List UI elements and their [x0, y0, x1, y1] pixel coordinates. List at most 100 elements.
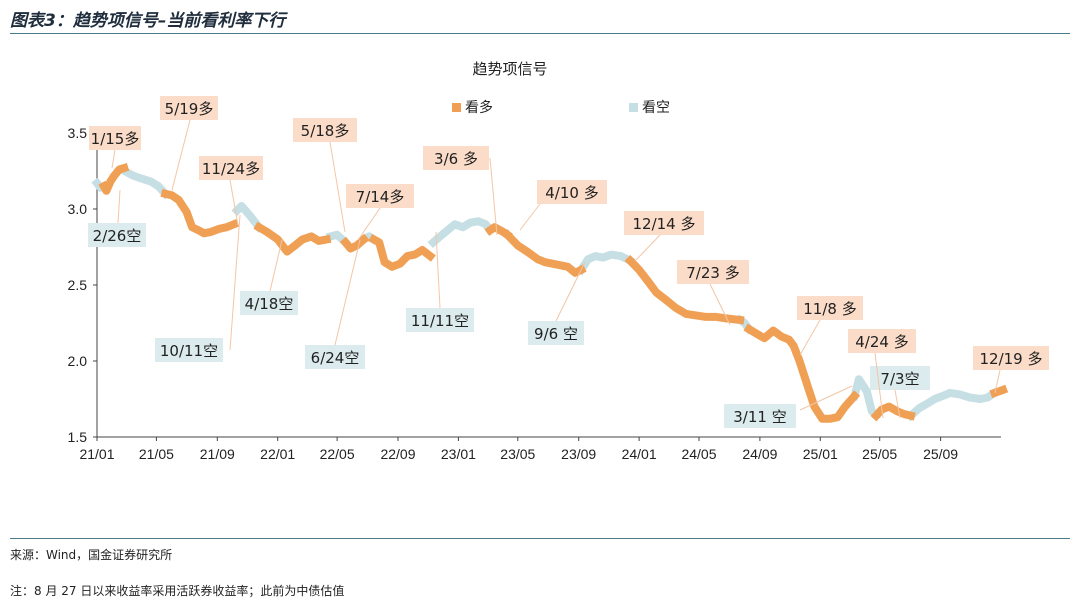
annotation-leader [117, 189, 121, 224]
x-tick-label: 23/05 [500, 446, 535, 462]
x-tick-label: 24/09 [742, 446, 777, 462]
series-line [231, 202, 265, 233]
annotation-label: 9/6 空 [534, 325, 578, 343]
annotation-leader [555, 261, 586, 322]
legend-swatch [629, 103, 638, 112]
annotation-box [160, 96, 218, 120]
series-line [743, 323, 861, 423]
series-bull [98, 163, 1009, 423]
x-tick-label: 23/01 [441, 446, 476, 462]
x-tick-label: 21/09 [200, 446, 235, 462]
annotation: 10/11空 [155, 338, 223, 362]
legend-label: 看多 [465, 99, 493, 116]
series-line [253, 221, 332, 256]
series-line [339, 233, 370, 253]
annotation: 4/24 多 [848, 329, 916, 353]
x-tick-label: 25/01 [803, 446, 838, 462]
series-line [98, 163, 130, 195]
series-line [368, 233, 436, 271]
annotation-box [423, 146, 489, 170]
annotation-box [293, 118, 357, 142]
x-tick-label: 21/05 [139, 446, 174, 462]
series-line [427, 217, 496, 249]
series-line [501, 229, 587, 277]
annotation-label: 11/11空 [411, 312, 469, 330]
annotation-label: 12/14 多 [633, 215, 696, 233]
annotation-box [624, 211, 704, 235]
annotation-label: 4/10 多 [545, 184, 598, 202]
chart-title: 趋势项信号 [472, 60, 547, 78]
annotation-box [305, 345, 365, 369]
annotation-leader [994, 369, 1001, 394]
annotation-box [677, 260, 749, 284]
annotation-box [346, 184, 414, 208]
y-tick-label: 3.5 [68, 125, 88, 141]
annotation-leader [894, 389, 901, 419]
annotation-leader [799, 385, 853, 411]
annotation-leader [171, 119, 191, 191]
x-tick-label: 25/09 [923, 446, 958, 462]
y-tick-label: 3.0 [68, 201, 88, 217]
x-tick-label: 22/09 [380, 446, 415, 462]
annotation-leader [269, 239, 283, 292]
series-line [160, 189, 240, 238]
annotation: 6/24空 [305, 345, 365, 369]
series-line [905, 387, 1001, 422]
annotation: 11/24多 [199, 156, 263, 180]
annotation-box [724, 404, 796, 428]
annotation-leader [357, 207, 381, 241]
annotation-label: 1/15多 [91, 130, 140, 148]
annotation: 4/18空 [240, 291, 298, 315]
annotation: 12/14 多 [624, 211, 704, 235]
annotation-box [199, 156, 263, 180]
annotation-label: 3/6 多 [434, 150, 478, 168]
y-tick-label: 2.5 [68, 277, 88, 293]
annotation: 7/14多 [346, 184, 414, 208]
legend-swatch [452, 103, 461, 112]
x-tick-label: 21/01 [79, 446, 114, 462]
annotation-box [406, 308, 474, 332]
annotation-leader [489, 157, 498, 236]
annotation: 11/8 多 [797, 296, 863, 320]
annotation-box [528, 321, 584, 345]
series-line [849, 375, 882, 422]
figure-title: 图表3：趋势项信号–当前看利率下行 [10, 11, 286, 31]
annotation-leader [709, 283, 731, 326]
annotation: 3/11 空 [724, 404, 796, 428]
annotation-box [848, 329, 916, 353]
annotation: 4/10 多 [537, 180, 607, 204]
annotation: 1/15多 [89, 126, 141, 150]
annotation-box [240, 291, 298, 315]
annotation: 5/19多 [160, 96, 218, 120]
annotation-leader [334, 239, 361, 346]
annotation-box [870, 366, 930, 390]
source-note: 来源：Wind，国金证券研究所 [10, 548, 173, 562]
series-line [870, 402, 916, 422]
annotation-leader [799, 319, 821, 356]
y-tick-label: 1.5 [68, 429, 88, 445]
annotation: 5/18多 [293, 118, 357, 142]
annotation-leader [519, 203, 541, 231]
annotation-label: 2/26空 [93, 227, 142, 245]
annotation-leader [229, 179, 239, 226]
y-tick-label: 2.0 [68, 353, 88, 369]
series-line [119, 165, 171, 200]
annotation-label: 4/24 多 [855, 333, 908, 351]
annotation-label: 4/18空 [245, 295, 294, 313]
annotation: 12/19 多 [973, 346, 1049, 370]
annotation-label: 3/11 空 [733, 408, 786, 426]
annotation-label: 12/19 多 [980, 350, 1043, 368]
annotation-label: 6/24空 [311, 349, 360, 367]
annotation-leader [329, 141, 346, 233]
annotation-label: 11/24多 [202, 160, 260, 178]
footnote: 注：8 月 27 日以来收益率采用活跃券收益率；此前为中债估值 [10, 584, 345, 598]
annotation-leader [229, 214, 241, 351]
annotation-box [797, 296, 863, 320]
annotation: 3/6 多 [423, 146, 489, 170]
annotation: 9/6 空 [528, 321, 584, 345]
annotation-label: 5/18多 [301, 122, 350, 140]
annotation: 7/3空 [870, 366, 930, 390]
trend-signal-chart: 趋势项信号 1.5 2.0 2.5 3.0 3.5 21/01 21/05 21/09 22/01… [68, 60, 1049, 462]
annotation: 2/26空 [88, 223, 146, 247]
series-line [989, 384, 1009, 398]
